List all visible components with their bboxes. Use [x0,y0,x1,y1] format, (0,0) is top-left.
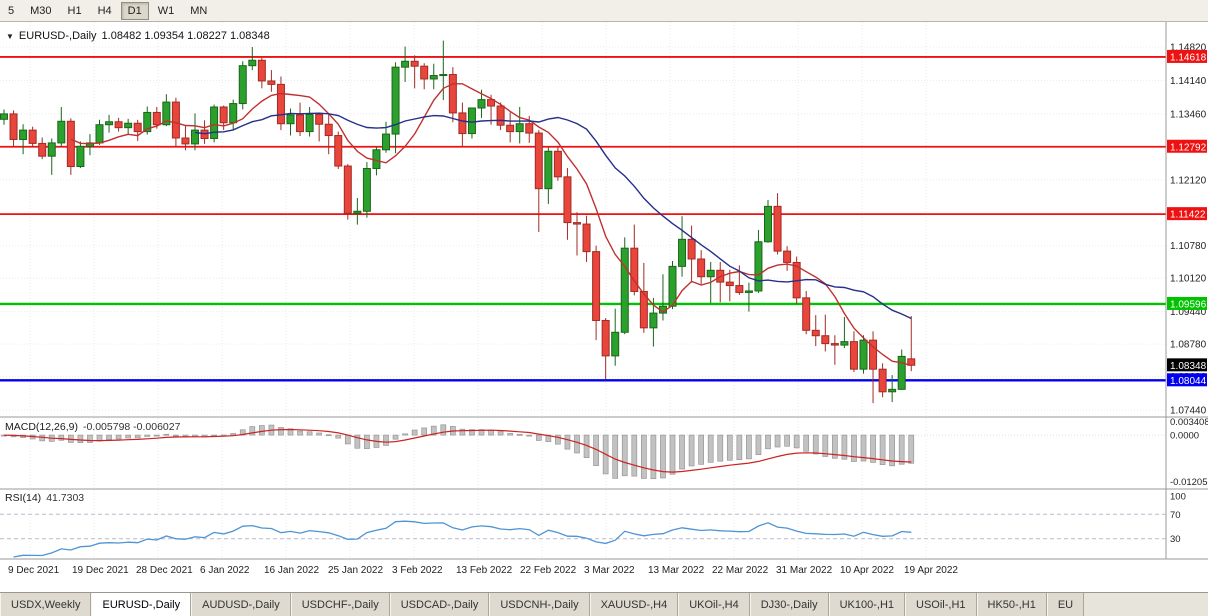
timeframe-button-5[interactable]: 5 [8,4,15,17]
timeframe-toolbar: 5 M30 H1 H4 D1 W1 MN [0,0,1208,22]
chart-tab-uk100-h1[interactable]: UK100-,H1 [828,593,906,616]
price-badge-1.08044: 1.08044 [1167,373,1207,387]
symbol-tab-bar: USDX,Weekly EURUSD-,Daily AUDUSD-,Daily USD… [0,592,1208,616]
chart-title: ▼ EURUSD-,Daily 1.08482 1.09354 1.08227 … [6,30,270,42]
chart-tab-hk50-h1[interactable]: HK50-,H1 [976,593,1047,616]
macd-name: MACD(12,26,9) [5,421,78,433]
date-axis-label: 13 Feb 2022 [456,565,513,576]
rsi-name: RSI(14) [5,492,42,504]
timeframe-button-D1[interactable]: D1 [120,1,149,20]
date-axis-label: 19 Dec 2021 [72,565,129,576]
chart-tab-dj30-daily[interactable]: DJ30-,Daily [749,593,829,616]
chart-tab-ukoil-h4[interactable]: UKOil-,H4 [678,593,750,616]
chart-tab-usdcad-daily[interactable]: USDCAD-,Daily [389,593,490,616]
svg-text:1.08044: 1.08044 [1170,376,1207,387]
timeframe-button-M30[interactable]: M30 [30,4,52,17]
timeframe-button-H1[interactable]: H1 [67,4,82,17]
rsi-indicator-label: RSI(14) 41.7303 [5,492,84,504]
timeframe-button-MN[interactable]: MN [190,4,208,17]
rsi-axis-label: 30 [1170,534,1181,545]
date-axis[interactable]: 9 Dec 2021 19 Dec 2021 28 Dec 2021 6 Jan 20… [8,565,958,576]
price-badge-1.08348: 1.08348 [1167,358,1207,372]
pane-separators [0,22,1208,560]
macd-values: -0.005798 -0.006027 [82,421,181,433]
moving-average-8 [70,83,912,367]
date-axis-label: 13 Mar 2022 [648,565,705,576]
macd-indicator-label: MACD(12,26,9) -0.005798 -0.006027 [5,421,180,433]
macd-signal-line [3,428,912,473]
svg-text:1.12792: 1.12792 [1170,142,1207,153]
price-axis-label: 1.14140 [1170,76,1207,87]
chart-tab-usdchf-daily[interactable]: USDCHF-,Daily [290,593,390,616]
svg-text:1.08348: 1.08348 [1170,361,1207,372]
date-axis-label: 16 Jan 2022 [264,565,319,576]
horizontal-level-lines[interactable] [0,56,1166,382]
chart-ohlc-values: 1.08482 1.09354 1.08227 1.08348 [101,30,270,42]
svg-text:1.11422: 1.11422 [1170,210,1206,221]
chart-plot[interactable]: 1.148201.141401.134601.127801.121201.114… [0,22,1208,592]
price-axis-label: 1.13460 [1170,109,1207,120]
chart-tab-usdcnh-daily[interactable]: USDCNH-,Daily [489,593,590,616]
chart-tab-audusd-daily[interactable]: AUDUSD-,Daily [191,593,291,616]
date-axis-label: 3 Mar 2022 [584,565,635,576]
date-axis-label: 31 Mar 2022 [776,565,833,576]
price-axis-label: 1.10120 [1170,274,1207,285]
macd-axis-label: 0.0000 [1170,431,1199,442]
date-axis-label: 3 Feb 2022 [392,565,443,576]
rsi-axis-label: 100 [1170,492,1186,503]
price-axis-label: 1.09440 [1170,307,1207,318]
price-axis[interactable]: 1.148201.141401.134601.127801.121201.114… [1167,43,1208,546]
timeframe-button-W1[interactable]: W1 [157,4,175,17]
macd-axis-label: -0.012058 [1170,477,1208,488]
svg-text:1.09596: 1.09596 [1170,299,1207,310]
svg-text:1.14618: 1.14618 [1170,52,1207,63]
candlestick-series [0,40,916,404]
price-badge-1.12792: 1.12792 [1167,139,1207,153]
macd-axis-label: 0.003408 [1170,417,1208,428]
price-axis-label: 1.14820 [1170,43,1207,54]
timeframe-button-H4[interactable]: H4 [97,4,112,17]
date-axis-label: 25 Jan 2022 [328,565,383,576]
chart-tab-usdx-weekly[interactable]: USDX,Weekly [0,593,92,616]
date-axis-label: 28 Dec 2021 [136,565,193,576]
price-axis-label: 1.12120 [1170,175,1207,186]
chart-tab-xauusd-h4[interactable]: XAUUSD-,H4 [589,593,679,616]
price-badge-1.09596: 1.09596 [1167,296,1207,310]
macd-histogram [1,424,915,480]
price-axis-label: 1.10780 [1170,241,1207,252]
chart-dropdown-icon[interactable]: ▼ [6,31,14,41]
date-axis-label: 6 Jan 2022 [200,565,250,576]
date-axis-label: 22 Feb 2022 [520,565,577,576]
date-axis-label: 9 Dec 2021 [8,565,60,576]
price-badge-1.14618: 1.14618 [1167,49,1207,63]
moving-average-21 [194,112,912,320]
chart-tab-usoil-h1[interactable]: USOil-,H1 [905,593,977,616]
date-axis-label: 19 Apr 2022 [904,565,958,576]
date-axis-label: 10 Apr 2022 [840,565,894,576]
rsi-axis-label: 70 [1170,510,1181,521]
chart-region[interactable]: 1.148201.141401.134601.127801.121201.114… [0,22,1208,592]
rsi-value: 41.7303 [46,492,85,504]
price-badge-1.11422: 1.11422 [1167,207,1207,221]
chart-tab-eu[interactable]: EU [1046,593,1085,616]
chart-symbol-label: EURUSD-,Daily [18,30,97,42]
price-axis-label: 1.08780 [1170,340,1207,351]
price-axis-label: 1.07440 [1170,406,1207,417]
date-axis-label: 22 Mar 2022 [712,565,769,576]
rsi-line [13,520,912,558]
chart-tab-eurusd-daily[interactable]: EURUSD-,Daily [91,593,192,616]
